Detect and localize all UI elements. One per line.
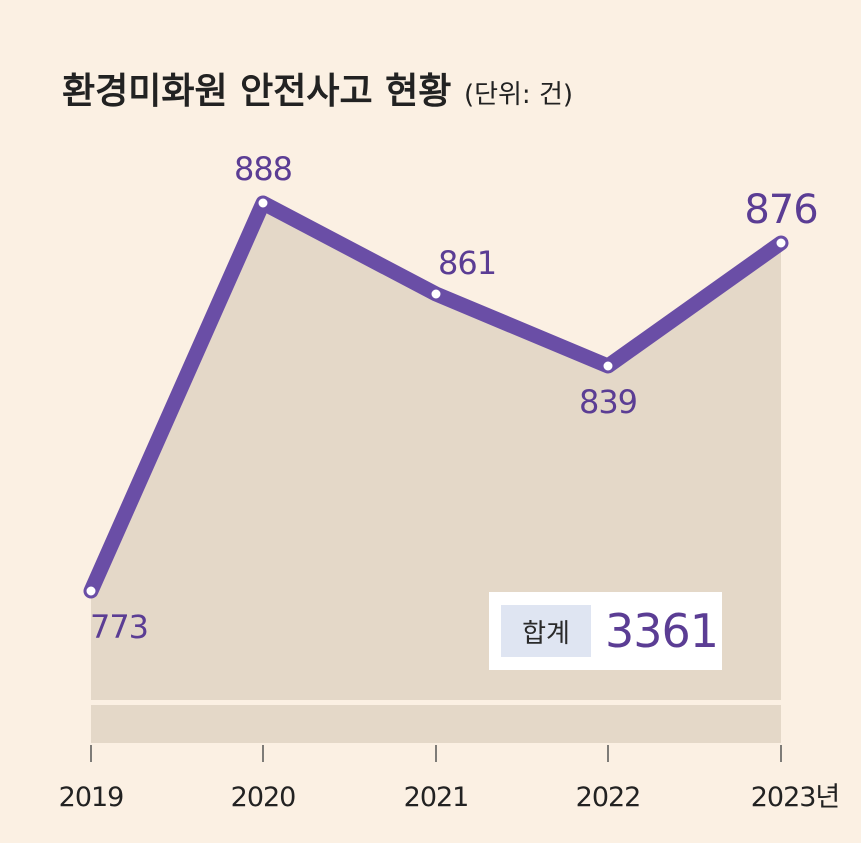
total-box: 합계 3361 xyxy=(489,592,722,670)
x-tick-label-4: 2023년 xyxy=(751,782,840,813)
data-point-0 xyxy=(84,584,98,598)
data-label-0: 773 xyxy=(90,608,148,646)
data-label-1: 888 xyxy=(234,150,292,188)
data-label-2: 861 xyxy=(438,244,496,282)
data-point-1 xyxy=(256,196,270,210)
data-label-4: 876 xyxy=(744,187,817,233)
x-tick-label-0: 2019 xyxy=(59,782,124,813)
unit-text: (단위: 건) xyxy=(463,80,574,110)
x-tick-label-3: 2022 xyxy=(576,782,641,813)
data-point-2 xyxy=(429,287,443,301)
data-point-3 xyxy=(601,359,615,373)
data-point-4 xyxy=(774,236,788,250)
title-text: 환경미화원 안전사고 현황 xyxy=(62,71,452,112)
total-value: 3361 xyxy=(605,604,719,658)
chart-title: 환경미화원 안전사고 현황 (단위: 건) xyxy=(62,62,573,114)
series-area xyxy=(91,203,781,700)
x-tick-label-1: 2020 xyxy=(231,782,296,813)
data-label-3: 839 xyxy=(579,383,637,421)
x-tick-label-2: 2021 xyxy=(404,782,469,813)
total-label: 합계 xyxy=(501,605,591,657)
baseline-band xyxy=(91,705,781,743)
